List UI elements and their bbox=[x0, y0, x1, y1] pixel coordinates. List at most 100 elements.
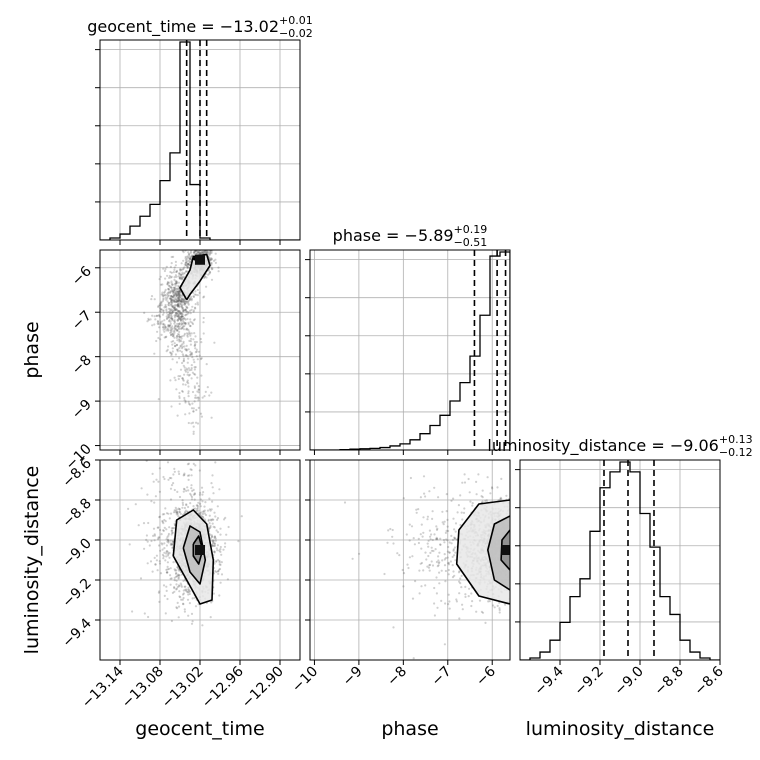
title-phase: phase = −5.89+0.19 −0.51 bbox=[333, 223, 488, 249]
density-geocent-time-phase-sample bbox=[209, 271, 211, 273]
density-geocent-time-phase-sample bbox=[193, 426, 195, 428]
density-geocent-time-phase-sample bbox=[203, 395, 205, 397]
density-geocent-time-phase-ytick-label: −9 bbox=[69, 397, 95, 423]
density-geocent-time-phase-sample bbox=[187, 392, 189, 394]
density-geocent-time-phase-sample bbox=[189, 351, 191, 353]
density-geocent-time-luminosity-distance-sample bbox=[167, 566, 169, 568]
density-geocent-time-phase-sample bbox=[193, 332, 195, 334]
density-geocent-time-phase-sample bbox=[206, 363, 208, 365]
density-geocent-time-phase-sample bbox=[186, 345, 188, 347]
density-geocent-time-phase-sample bbox=[178, 336, 180, 338]
density-geocent-time-phase-sample bbox=[160, 308, 162, 310]
density-phase-luminosity-distance-sample bbox=[444, 643, 446, 645]
density-geocent-time-luminosity-distance-sample bbox=[208, 498, 210, 500]
density-geocent-time-phase-sample bbox=[177, 285, 179, 287]
density-geocent-time-luminosity-distance-sample bbox=[189, 602, 191, 604]
density-geocent-time-luminosity-distance-sample bbox=[177, 602, 179, 604]
density-geocent-time-phase-sample bbox=[200, 375, 202, 377]
density-geocent-time-luminosity-distance-sample bbox=[172, 482, 174, 484]
density-geocent-time-luminosity-distance-sample bbox=[217, 505, 219, 507]
hist-geocent-time-panel bbox=[95, 40, 300, 245]
density-geocent-time-luminosity-distance-sample bbox=[154, 557, 156, 559]
density-geocent-time-phase-sample bbox=[194, 347, 196, 349]
density-geocent-time-luminosity-distance-sample bbox=[146, 534, 148, 536]
density-phase-luminosity-distance-sample bbox=[450, 500, 452, 502]
density-geocent-time-phase-sample bbox=[200, 413, 202, 415]
density-geocent-time-phase-sample bbox=[170, 323, 172, 325]
density-phase-luminosity-distance-sample bbox=[489, 600, 491, 602]
density-geocent-time-luminosity-distance-sample bbox=[158, 516, 160, 518]
density-geocent-time-luminosity-distance-sample bbox=[159, 491, 161, 493]
density-phase-luminosity-distance-sample bbox=[461, 604, 463, 606]
density-geocent-time-luminosity-distance-sample bbox=[163, 478, 165, 480]
density-geocent-time-luminosity-distance-sample bbox=[170, 477, 172, 479]
density-geocent-time-luminosity-distance-sample bbox=[167, 535, 169, 537]
density-phase-luminosity-distance-sample bbox=[414, 580, 416, 582]
density-phase-luminosity-distance-sample bbox=[439, 538, 441, 540]
density-geocent-time-luminosity-distance-sample bbox=[210, 510, 212, 512]
density-geocent-time-luminosity-distance-sample bbox=[167, 479, 169, 481]
density-geocent-time-phase-sample bbox=[182, 268, 184, 270]
hist-luminosity-distance-steps bbox=[520, 462, 720, 660]
density-geocent-time-luminosity-distance-sample bbox=[176, 491, 178, 493]
density-geocent-time-luminosity-distance-sample bbox=[211, 536, 213, 538]
density-phase-luminosity-distance-sample bbox=[464, 596, 466, 598]
density-geocent-time-luminosity-distance-sample bbox=[156, 559, 158, 561]
density-phase-luminosity-distance-sample bbox=[437, 496, 439, 498]
density-geocent-time-luminosity-distance-sample bbox=[161, 533, 163, 535]
density-geocent-time-luminosity-distance-sample bbox=[186, 486, 188, 488]
density-geocent-time-phase-sample bbox=[181, 322, 183, 324]
density-phase-luminosity-distance-xtick-label: −10 bbox=[289, 664, 321, 696]
density-geocent-time-phase-sample bbox=[184, 322, 186, 324]
density-geocent-time-phase-sample bbox=[192, 391, 194, 393]
density-phase-luminosity-distance-sample bbox=[446, 519, 448, 521]
density-geocent-time-phase-sample bbox=[208, 394, 210, 396]
density-phase-luminosity-distance-sample bbox=[469, 491, 471, 493]
density-geocent-time-phase-sample bbox=[163, 312, 165, 314]
density-geocent-time-luminosity-distance-sample bbox=[194, 508, 196, 510]
density-geocent-time-phase-sample bbox=[195, 409, 197, 411]
density-geocent-time-luminosity-distance-xtick-label: −13.08 bbox=[119, 664, 167, 712]
density-geocent-time-phase-sample bbox=[170, 317, 172, 319]
density-geocent-time-luminosity-distance-sample bbox=[179, 596, 181, 598]
density-phase-luminosity-distance-sample bbox=[435, 525, 437, 527]
density-geocent-time-luminosity-distance-sample bbox=[189, 502, 191, 504]
density-geocent-time-luminosity-distance-sample bbox=[162, 554, 164, 556]
density-geocent-time-luminosity-distance-sample bbox=[187, 475, 189, 477]
density-phase-luminosity-distance-sample bbox=[427, 516, 429, 518]
density-phase-luminosity-distance-sample bbox=[436, 528, 438, 530]
density-phase-luminosity-distance-sample bbox=[464, 481, 466, 483]
density-geocent-time-phase-sample bbox=[183, 266, 185, 268]
density-geocent-time-luminosity-distance-sample bbox=[168, 557, 170, 559]
density-geocent-time-luminosity-distance-sample bbox=[209, 522, 211, 524]
density-geocent-time-luminosity-distance-sample bbox=[174, 579, 176, 581]
density-phase-luminosity-distance-sample bbox=[470, 605, 472, 607]
density-geocent-time-phase-sample bbox=[189, 369, 191, 371]
density-geocent-time-luminosity-distance-sample bbox=[166, 512, 168, 514]
density-phase-luminosity-distance-sample bbox=[444, 564, 446, 566]
density-geocent-time-luminosity-distance-sample bbox=[145, 539, 147, 541]
density-geocent-time-phase-sample bbox=[175, 353, 177, 355]
density-phase-luminosity-distance-sample bbox=[417, 508, 419, 510]
density-geocent-time-luminosity-distance-sample bbox=[175, 606, 177, 608]
density-geocent-time-luminosity-distance-sample bbox=[190, 468, 192, 470]
density-geocent-time-luminosity-distance-sample bbox=[176, 509, 178, 511]
density-geocent-time-luminosity-distance-sample bbox=[178, 574, 180, 576]
density-phase-luminosity-distance-sample bbox=[438, 572, 440, 574]
density-geocent-time-phase-sample bbox=[175, 261, 177, 263]
density-geocent-time-luminosity-distance-sample bbox=[167, 461, 169, 463]
density-geocent-time-phase-sample bbox=[157, 320, 159, 322]
density-geocent-time-luminosity-distance-sample bbox=[153, 481, 155, 483]
density-geocent-time-luminosity-distance-sample bbox=[153, 528, 155, 530]
density-geocent-time-phase-sample bbox=[202, 321, 204, 323]
density-geocent-time-phase-sample bbox=[191, 377, 193, 379]
density-phase-luminosity-distance-sample bbox=[444, 580, 446, 582]
title-luminosity-distance: luminosity_distance = −9.06+0.13 −0.12 bbox=[487, 433, 752, 459]
density-geocent-time-luminosity-distance-sample bbox=[202, 491, 204, 493]
density-geocent-time-phase-sample bbox=[191, 367, 193, 369]
density-phase-luminosity-distance-sample bbox=[453, 575, 455, 577]
density-geocent-time-luminosity-distance-sample bbox=[200, 505, 202, 507]
density-geocent-time-phase-sample bbox=[196, 355, 198, 357]
density-geocent-time-phase-sample bbox=[182, 313, 184, 315]
density-geocent-time-phase-sample bbox=[164, 306, 166, 308]
